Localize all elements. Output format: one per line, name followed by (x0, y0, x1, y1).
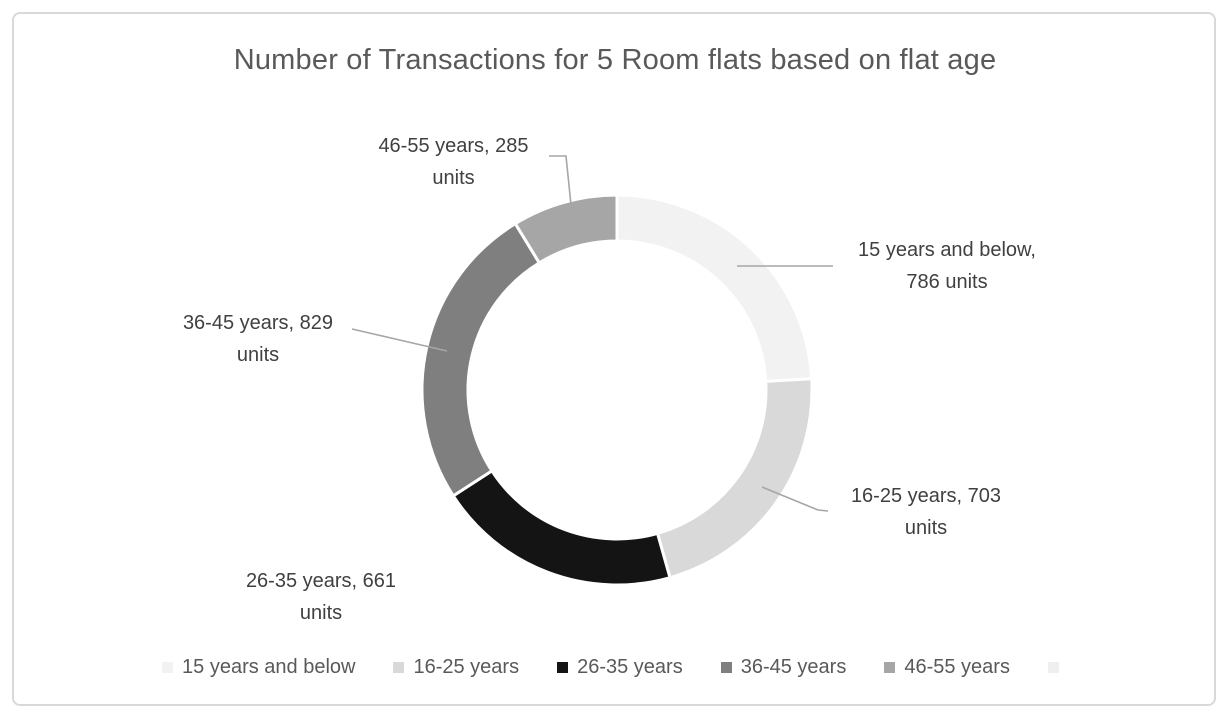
legend-swatch-36-45-years (720, 662, 732, 673)
legend: 15 years and below 16-25 years 26-35 yea… (20, 656, 1210, 679)
legend-item-36-45-years[interactable]: 36-45 years (720, 656, 847, 679)
legend-item-26-35-years[interactable]: 26-35 years (557, 656, 683, 679)
donut-segment-15-years-and-below[interactable] (615, 193, 814, 383)
donut-segment-36-45-years[interactable] (420, 222, 541, 498)
legend-swatch-15-years-and-below (162, 662, 174, 673)
label-leader-line (761, 486, 829, 512)
data-label-15-years-and-below: 15 years and below, 786 units (858, 239, 1036, 293)
legend-swatch-46-55-years (884, 662, 896, 673)
data-label-16-25-years: 16-25 years, 703 units (850, 485, 1002, 539)
legend-item-extra[interactable] (1047, 662, 1068, 673)
donut-segment-16-25-years[interactable] (656, 377, 814, 580)
donut-segment-46-55-years[interactable] (513, 193, 619, 265)
legend-swatch-16-25-years (393, 662, 405, 673)
data-label-26-35-years: 26-35 years, 661 units (245, 570, 397, 624)
legend-item-16-25-years[interactable]: 16-25 years (393, 656, 519, 679)
legend-label: 46-55 years (904, 656, 1010, 678)
legend-item-15-years-and-below[interactable]: 15 years and below (162, 656, 355, 679)
data-label-36-45-years: 36-45 years, 829 units (182, 312, 334, 366)
legend-swatch-extra (1047, 662, 1059, 673)
chart-title: Number of Transactions for 5 Room flats … (233, 44, 997, 76)
data-label-46-55-years: 46-55 years, 285 units (378, 135, 529, 189)
donut-segment-26-35-years[interactable] (451, 469, 672, 587)
label-leader-line (351, 328, 448, 352)
legend-item-46-55-years[interactable]: 46-55 years (884, 656, 1010, 679)
label-leader-line (549, 155, 572, 206)
legend-label: 36-45 years (740, 656, 847, 678)
legend-label: 16-25 years (413, 656, 520, 678)
legend-swatch-26-35-years (557, 662, 569, 673)
chart-frame (12, 12, 1216, 706)
legend-label: 26-35 years (577, 656, 683, 678)
legend-label: 15 years and below (182, 656, 356, 678)
